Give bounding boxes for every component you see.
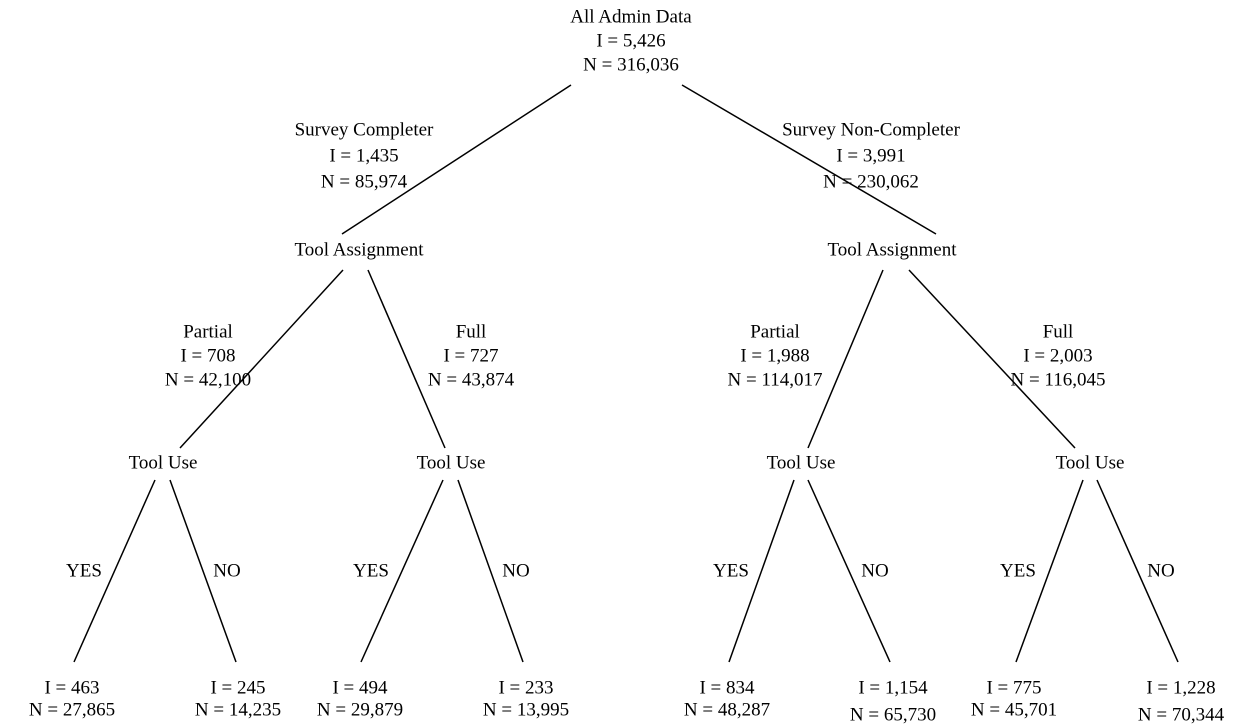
- edge: [457, 479, 524, 663]
- branch-label: NO: [861, 560, 888, 581]
- node-text: I = 1,228: [1146, 677, 1215, 698]
- node-text: I = 5,426: [596, 30, 665, 51]
- node-text: I = 245: [210, 677, 265, 698]
- edge: [728, 479, 795, 663]
- edges: [73, 84, 1179, 663]
- node-text: N = 70,344: [1138, 704, 1225, 725]
- node-text: N = 65,730: [850, 704, 936, 725]
- node-text: Partial: [750, 321, 800, 342]
- node-text: I = 1,988: [740, 345, 809, 366]
- node-text: Tool Use: [1056, 452, 1125, 473]
- node-text: Full: [1043, 321, 1074, 342]
- node-text: Tool Assignment: [827, 239, 957, 260]
- edge: [807, 269, 884, 449]
- node-text: Survey Completer: [295, 119, 434, 140]
- edge: [341, 84, 572, 235]
- node-text: I = 494: [332, 677, 388, 698]
- node-text: I = 727: [443, 345, 498, 366]
- node-text: I = 3,991: [836, 145, 905, 166]
- branch-label: YES: [66, 560, 102, 581]
- node-text: I = 708: [180, 345, 235, 366]
- node-text: N = 14,235: [195, 699, 281, 720]
- node-text: I = 1,154: [858, 677, 928, 698]
- branch-label: YES: [713, 560, 749, 581]
- branch-label: YES: [353, 560, 389, 581]
- node-text: Tool Use: [767, 452, 836, 473]
- branch-label: NO: [1147, 560, 1174, 581]
- edge: [681, 84, 937, 235]
- node-text: All Admin Data: [570, 6, 692, 27]
- edge: [1015, 479, 1084, 663]
- node-text: N = 27,865: [29, 699, 115, 720]
- node-text: I = 2,003: [1023, 345, 1092, 366]
- edge: [908, 269, 1076, 449]
- node-text: N = 48,287: [684, 699, 770, 720]
- node-text: N = 85,974: [321, 171, 408, 192]
- edge: [73, 479, 156, 663]
- node-text: I = 1,435: [329, 145, 398, 166]
- node-text: Tool Use: [417, 452, 486, 473]
- node-text: Partial: [183, 321, 233, 342]
- edge: [169, 479, 237, 663]
- node-text: N = 230,062: [823, 171, 919, 192]
- branch-label: NO: [213, 560, 240, 581]
- node-text: N = 316,036: [583, 54, 679, 75]
- edge: [179, 269, 344, 449]
- node-text: N = 116,045: [1011, 369, 1106, 390]
- node-text: Survey Non-Completer: [782, 119, 961, 140]
- node-text: I = 463: [44, 677, 99, 698]
- node-text: I = 834: [699, 677, 755, 698]
- branch-label: YES: [1000, 560, 1036, 581]
- edge: [367, 269, 446, 449]
- node-text: I = 233: [498, 677, 553, 698]
- node-text: N = 114,017: [728, 369, 823, 390]
- edge: [360, 479, 444, 663]
- node-text: Tool Use: [129, 452, 198, 473]
- node-text: Tool Assignment: [294, 239, 424, 260]
- branch-label: NO: [502, 560, 529, 581]
- node-text: N = 43,874: [428, 369, 515, 390]
- node-text: I = 775: [986, 677, 1041, 698]
- node-text: N = 42,100: [165, 369, 251, 390]
- edge: [1096, 479, 1179, 663]
- node-text: Full: [456, 321, 487, 342]
- node-text: N = 13,995: [483, 699, 569, 720]
- edge: [807, 479, 891, 663]
- node-text: N = 29,879: [317, 699, 403, 720]
- node-text: N = 45,701: [971, 699, 1057, 720]
